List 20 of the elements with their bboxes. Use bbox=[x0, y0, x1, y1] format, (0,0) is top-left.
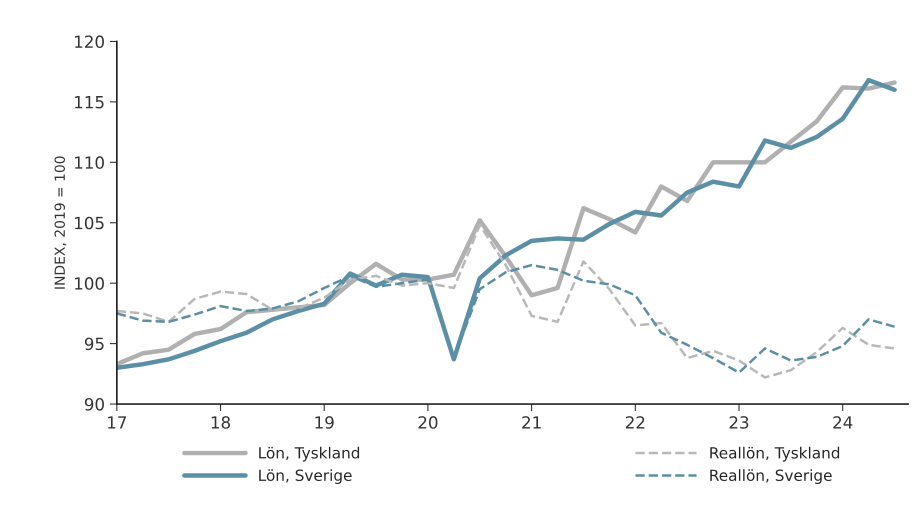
legend-label: Reallön, Sverige bbox=[710, 469, 832, 484]
legend-label: Lön, Tyskland bbox=[259, 446, 360, 462]
y-axis-title: INDEX, 2019 = 100 bbox=[54, 156, 66, 289]
legend-label: Lön, Sverige bbox=[259, 469, 352, 484]
x-tick-label: 20 bbox=[418, 416, 438, 429]
y-tick-label: 95 bbox=[84, 338, 104, 350]
x-tick-label: 18 bbox=[212, 416, 230, 429]
y-tick-label: 120 bbox=[75, 35, 104, 48]
y-tick-label: 110 bbox=[75, 156, 104, 169]
y-tick-label: 115 bbox=[75, 96, 104, 108]
x-tick-label: 17 bbox=[108, 416, 126, 429]
x-tick-label: 19 bbox=[315, 416, 334, 429]
y-tick-label: 105 bbox=[75, 216, 104, 230]
y-tick-label: 90 bbox=[84, 398, 104, 411]
x-tick-label: 21 bbox=[522, 416, 541, 429]
x-tick-label: 24 bbox=[833, 416, 852, 429]
x-tick-label: 22 bbox=[626, 416, 644, 429]
y-tick-label: 100 bbox=[75, 277, 104, 290]
legend-label: Reallön, Tyskland bbox=[710, 446, 840, 462]
x-tick-label: 23 bbox=[730, 416, 748, 429]
